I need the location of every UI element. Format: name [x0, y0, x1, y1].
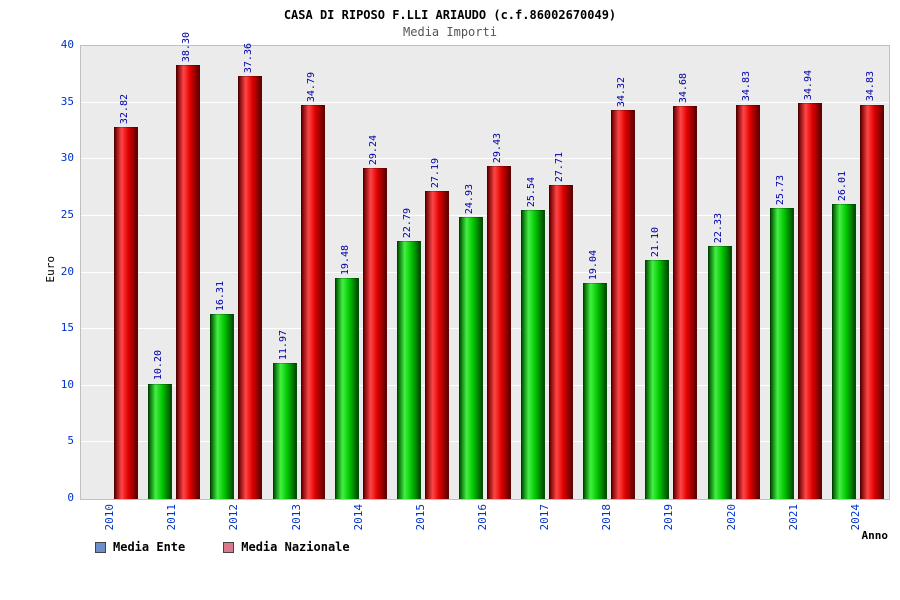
bar — [673, 106, 698, 499]
gridline — [81, 101, 889, 103]
bar — [238, 75, 263, 499]
bar — [362, 167, 387, 499]
bar — [300, 105, 325, 499]
legend: Media Ente Media Nazionale — [95, 540, 350, 554]
bar — [735, 104, 760, 499]
bar — [859, 104, 884, 499]
x-tick-label: 2019 — [662, 504, 676, 531]
bar — [707, 246, 732, 499]
bar-value-label: 37.36 — [243, 42, 255, 73]
bar-value-label: 26.01 — [836, 171, 848, 202]
bar — [611, 110, 636, 499]
bar — [210, 314, 235, 499]
x-tick-label: 2021 — [786, 504, 800, 531]
x-tick-label: 2015 — [413, 504, 427, 531]
y-tick-label: 40 — [60, 38, 74, 51]
bar-value-label: 34.83 — [740, 71, 752, 102]
bar-value-label: 34.32 — [616, 77, 628, 108]
x-tick-label: 2017 — [538, 504, 552, 531]
bar — [831, 204, 856, 499]
bar — [797, 103, 822, 499]
legend-label: Media Nazionale — [241, 540, 350, 554]
x-tick-label: 2010 — [103, 504, 117, 531]
bar-value-label: 29.43 — [492, 132, 503, 163]
y-tick-label: 35 — [60, 94, 74, 108]
legend-swatch — [95, 541, 106, 553]
bar-value-label: 24.93 — [464, 183, 475, 214]
bar-value-label: 25.73 — [774, 174, 786, 205]
legend-label: Media Ente — [113, 540, 186, 554]
x-tick-label: 2011 — [165, 504, 179, 531]
bar — [521, 209, 546, 499]
chart-subtitle: Media Importi — [403, 25, 497, 39]
bar-value-label: 38.30 — [181, 32, 193, 63]
bar — [769, 207, 794, 499]
bar-value-label: 27.71 — [554, 152, 566, 183]
bar — [645, 260, 670, 499]
bar-value-label: 29.24 — [367, 134, 379, 165]
x-tick-label: 2014 — [351, 504, 365, 531]
gridline — [81, 384, 889, 386]
y-axis: 0 5 10 15 20 25 30 35 40 — [40, 38, 74, 504]
bar-value-label: 11.97 — [277, 330, 289, 361]
legend-item: Media Ente — [95, 540, 185, 554]
x-tick-label: 2012 — [227, 504, 241, 531]
bar-value-label: 34.94 — [802, 70, 814, 101]
bar — [459, 216, 483, 499]
y-tick-label: 10 — [60, 377, 74, 391]
x-axis-title: Anno — [861, 529, 889, 542]
y-tick-label: 30 — [60, 151, 74, 165]
bar — [272, 363, 297, 499]
y-tick-label: 20 — [60, 264, 74, 278]
bar — [549, 185, 574, 499]
bar-value-label: 34.83 — [864, 71, 876, 102]
bar-value-label: 16.31 — [215, 281, 227, 312]
y-tick-label: 0 — [67, 491, 74, 504]
x-tick-label: 2024 — [848, 504, 862, 531]
bar — [114, 127, 139, 499]
y-tick-label: 5 — [67, 434, 74, 448]
y-tick-label: 15 — [60, 321, 74, 335]
bar-value-label: 10.20 — [153, 350, 165, 381]
bar — [334, 278, 359, 499]
x-tick-label: 2016 — [476, 504, 489, 531]
x-tick-label: 2013 — [289, 504, 303, 531]
plot-area: 32.82 10.20 38.30 16.31 37.36 11.97 34.79 19.48… — [80, 32, 890, 500]
y-tick-label: 25 — [60, 207, 74, 221]
bar — [487, 165, 511, 499]
bar-value-label: 27.19 — [429, 157, 441, 189]
bar-value-label: 34.79 — [305, 71, 317, 103]
bar-value-label: 25.54 — [526, 176, 538, 207]
gridline — [81, 271, 889, 273]
bar-value-label: 22.33 — [712, 213, 724, 244]
bar — [176, 65, 201, 499]
bar-value-label: 22.79 — [401, 207, 413, 238]
gridline — [81, 158, 889, 160]
chart-title: CASA DI RIPOSO F.LLI ARIAUDO (c.f.860026… — [283, 8, 617, 22]
bar-value-label: 19.04 — [588, 250, 600, 281]
gridline — [81, 214, 889, 216]
bar-value-label: 34.68 — [678, 73, 690, 104]
x-tick-label: 2018 — [600, 504, 614, 531]
bar — [396, 240, 421, 499]
legend-item: Media Nazionale — [223, 540, 350, 554]
gridline — [81, 441, 889, 443]
bar-value-label: 32.82 — [119, 94, 131, 125]
bar-value-label: 21.10 — [650, 226, 662, 258]
bar — [424, 191, 449, 499]
bar — [583, 283, 608, 499]
gridline — [81, 328, 889, 330]
bar — [148, 383, 173, 499]
legend-swatch — [223, 541, 235, 553]
bar-value-label: 19.48 — [339, 245, 351, 276]
x-tick-label: 2020 — [724, 504, 738, 531]
